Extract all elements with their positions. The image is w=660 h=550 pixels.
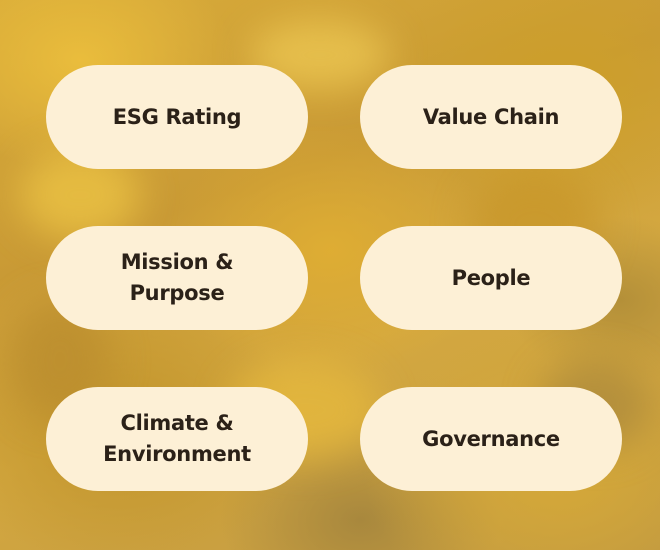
climate-environment-button[interactable]: Climate & Environment [46, 387, 308, 491]
governance-button[interactable]: Governance [360, 387, 622, 491]
esg-rating-button[interactable]: ESG Rating [46, 65, 308, 169]
value-chain-label: Value Chain [422, 104, 560, 129]
people-button[interactable]: People [360, 226, 622, 330]
mission-purpose-label: Mission & Purpose [120, 250, 234, 305]
value-chain-button[interactable]: Value Chain [360, 65, 622, 169]
esg-rating-label: ESG Rating [112, 104, 242, 129]
governance-label: Governance [422, 426, 560, 451]
people-label: People [451, 265, 531, 290]
mission-purpose-button[interactable]: Mission & Purpose [46, 226, 308, 330]
climate-environment-label: Climate & Environment [103, 411, 251, 466]
